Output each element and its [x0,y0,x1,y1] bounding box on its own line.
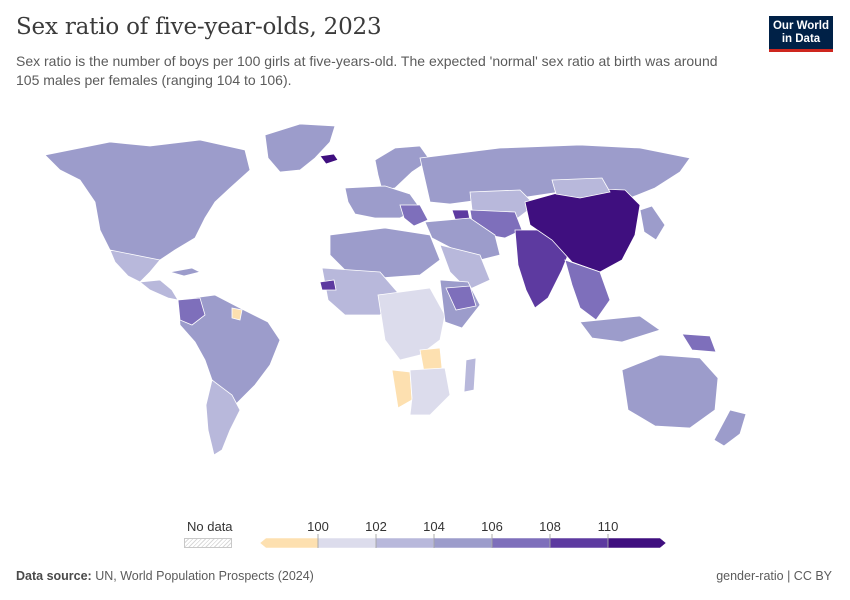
legend-bin-4 [491,537,551,549]
legend-scale: 100 102 104 106 108 110 [259,519,667,549]
map-region-middle-east[interactable] [424,217,501,261]
legend-tick-label-3: 106 [481,519,503,534]
map-region-namibia[interactable] [391,369,413,409]
map-region-central-america[interactable] [138,279,179,301]
legend-bin-0 [259,537,319,549]
data-source-label: Data source: [16,569,92,583]
map-region-australia[interactable] [621,354,719,429]
legend-bin-2 [375,537,435,549]
chart-subtitle: Sex ratio is the number of boys per 100 … [16,53,718,88]
legend-bin-1 [317,537,377,549]
legend-bin-3 [433,537,493,549]
map-region-senegal[interactable] [319,279,337,291]
map-region-new-zealand[interactable] [713,409,747,447]
owid-logo[interactable]: Our World in Data [769,16,833,52]
map-region-cuba[interactable] [169,267,202,277]
no-data-swatch [184,538,232,548]
map-region-scandinavia[interactable] [374,145,431,191]
legend-tick-label-2: 104 [423,519,445,534]
map-region-madagascar[interactable] [463,357,477,393]
map-region-suriname[interactable] [231,307,243,321]
map-region-southern-africa[interactable] [409,367,451,416]
map-region-papua-new-guinea[interactable] [681,333,717,353]
map-region-north-africa[interactable] [329,227,441,279]
map-region-iceland[interactable] [319,153,339,165]
map-region-mongolia[interactable] [551,177,611,199]
legend-bin-6 [607,537,667,549]
license-link[interactable]: gender-ratio | CC BY [716,569,832,583]
map-region-arabia[interactable] [439,244,491,291]
map-region-korea-japan[interactable] [639,205,666,241]
world-map[interactable] [0,110,850,510]
map-region-balkans[interactable] [399,204,429,227]
legend-tick-label-5: 110 [598,519,619,534]
chart-title: Sex ratio of five-year-olds, 2023 [16,14,382,40]
map-region-north-america[interactable] [44,139,251,263]
legend-tick-label-4: 108 [539,519,561,534]
map-region-greenland[interactable] [264,123,336,173]
legend-bin-5 [549,537,609,549]
color-legend: No data 100 102 104 106 108 110 [180,518,680,558]
legend-tick-label-0: 100 [307,519,329,534]
map-region-ethiopia[interactable] [445,285,477,311]
map-region-indonesia[interactable] [579,315,661,343]
map-region-central-africa[interactable] [377,287,446,361]
map-region-south-america[interactable] [177,294,281,411]
logo-line-2: in Data [781,33,821,45]
no-data-label: No data [187,519,233,534]
map-region-southern-cone[interactable] [205,379,241,456]
data-source: Data source: UN, World Population Prospe… [16,569,314,583]
legend-tick-label-1: 102 [365,519,387,534]
map-region-colombia[interactable] [177,297,206,326]
data-source-link[interactable]: UN, World Population Prospects (2024) [95,569,314,583]
logo-line-1: Our World [772,20,829,32]
